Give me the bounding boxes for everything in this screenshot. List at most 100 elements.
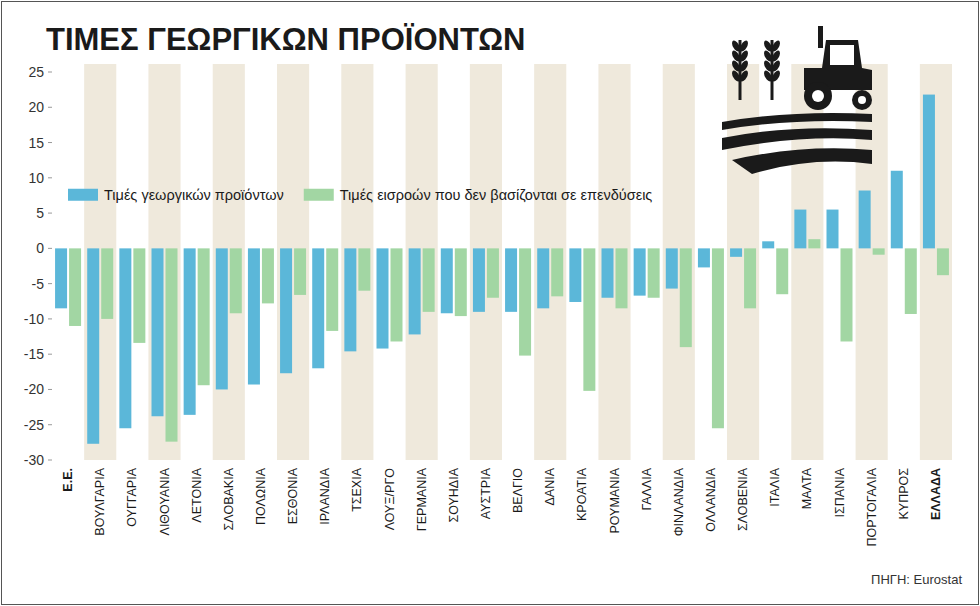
x-tick-label: ΙΡΛΑΝΔΙΑ <box>318 467 332 524</box>
bar <box>294 248 306 295</box>
icon-wheel <box>852 90 872 110</box>
x-tick-label: ΜΑΛΤΑ <box>800 467 814 509</box>
y-tick-label: -30 <box>24 452 44 468</box>
bar <box>423 248 435 311</box>
bars <box>55 95 949 444</box>
bar <box>762 241 774 248</box>
bar <box>87 248 99 443</box>
bar <box>648 248 660 297</box>
x-tick-label: ΕΣΘΟΝΙΑ <box>286 467 300 524</box>
icon-field <box>722 113 872 130</box>
y-tick <box>48 177 52 178</box>
bar <box>216 248 228 389</box>
band <box>856 64 888 460</box>
bar <box>616 248 628 308</box>
y-tick-label: -5 <box>32 276 45 292</box>
bar <box>808 239 820 248</box>
x-tick-label: ΣΛΟΒΕΝΙΑ <box>736 467 750 531</box>
icon-grain <box>738 39 749 52</box>
bar <box>69 248 81 326</box>
bar <box>391 248 403 341</box>
band <box>663 64 695 460</box>
x-tick-label: ΠΟΛΩΝΙΑ <box>254 467 268 525</box>
bar <box>551 248 563 296</box>
bar <box>152 248 164 416</box>
legend-label: Τιμές εισροών που δεν βασίζονται σε επεν… <box>340 187 653 203</box>
bar <box>744 248 756 308</box>
y-tick-label: -15 <box>24 346 44 362</box>
bar <box>409 248 421 334</box>
bar <box>377 248 389 348</box>
band <box>598 64 630 460</box>
bar <box>634 248 646 295</box>
legend: Τιμές γεωργικών προϊόντων Τιμές εισροών π… <box>68 187 652 203</box>
x-tick-label: ΕΛΛΑΔΑ <box>929 468 943 520</box>
x-tick-label: ΚΥΠΡΟΣ <box>897 468 911 520</box>
bar <box>184 248 196 414</box>
bar <box>487 248 499 297</box>
x-tick-label: ΣΛΟΒΑΚΙΑ <box>222 467 236 530</box>
band <box>148 64 180 460</box>
icon-window <box>830 45 854 65</box>
x-tick-label: ΓΕΡΜΑΝΙΑ <box>415 467 429 531</box>
bar <box>441 248 453 313</box>
y-tick <box>48 248 52 249</box>
icon-grain <box>770 69 781 82</box>
icon-grain <box>730 59 741 72</box>
bar <box>937 248 949 275</box>
band <box>791 64 823 460</box>
bar <box>248 248 260 384</box>
bar <box>198 248 210 385</box>
bar <box>455 248 467 316</box>
band <box>213 64 245 460</box>
icon-grain <box>770 39 781 52</box>
band <box>470 64 502 460</box>
icon-grain <box>762 39 773 52</box>
icon-tractor <box>804 40 872 90</box>
bar <box>841 248 853 341</box>
x-tick-label: ΚΡΟΑΤΙΑ <box>575 467 589 521</box>
icon-grain <box>762 49 773 62</box>
band <box>277 64 309 460</box>
bar <box>358 248 370 290</box>
bar <box>537 248 549 308</box>
band <box>920 64 952 460</box>
bar <box>923 95 935 249</box>
y-tick-label: -20 <box>24 381 44 397</box>
y-tick <box>48 72 52 73</box>
bar <box>583 248 595 391</box>
icon-field <box>732 148 872 174</box>
x-tick-label: ΣΟΥΗΔΙΑ <box>447 467 461 522</box>
icon-hub <box>858 96 866 104</box>
band <box>84 64 116 460</box>
bar <box>312 248 324 368</box>
y-tick-label: 10 <box>28 170 44 186</box>
bar <box>230 248 242 313</box>
y-tick-label: 0 <box>36 240 44 256</box>
y-tick-label: -25 <box>24 417 44 433</box>
band <box>406 64 438 460</box>
y-tick-label: -10 <box>24 311 44 327</box>
bar <box>55 248 67 308</box>
x-tick-label: ΤΣΕΧΙΑ <box>350 467 364 512</box>
bar <box>905 248 917 314</box>
icon-grain <box>730 49 741 62</box>
x-tick-label: ΦΙΝΛΑΝΔΙΑ <box>672 467 686 536</box>
y-tick-label: 25 <box>28 64 44 80</box>
x-tick-label: ΓΑΛΛΙΑ <box>640 467 654 510</box>
icon-field <box>722 128 872 150</box>
legend-swatch <box>304 189 334 201</box>
icon-grain <box>738 49 749 62</box>
legend-swatch <box>68 189 98 201</box>
bar <box>569 248 581 302</box>
y-tick-label: 20 <box>28 99 44 115</box>
y-tick <box>48 213 52 214</box>
x-tick-label: ΑΥΣΤΡΙΑ <box>479 467 493 519</box>
bar <box>473 248 485 311</box>
x-tick-label: ΠΟΡΤΟΓΑΛΙΑ <box>865 467 879 546</box>
icon-grain <box>770 59 781 72</box>
icon-grain <box>762 69 773 82</box>
icon-grain <box>730 69 741 82</box>
legend-label: Τιμές γεωργικών προϊόντων <box>104 187 284 203</box>
y-tick-label: 5 <box>36 205 44 221</box>
